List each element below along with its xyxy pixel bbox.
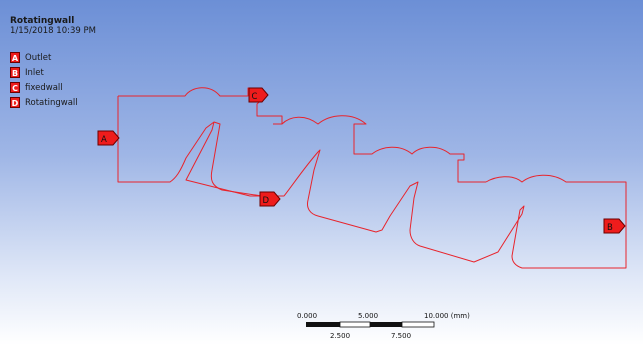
tag-b-letter: B (607, 223, 613, 233)
legend-tag-c: C (10, 82, 20, 93)
title-block: Rotatingwall 1/15/2018 10:39 PM (10, 16, 96, 37)
tag-c-letter: C (252, 92, 258, 102)
legend-tag-b: B (10, 67, 20, 78)
scale-label-7-5: 7.500 (391, 332, 411, 340)
tag-b-inlet[interactable]: B (603, 218, 626, 234)
timestamp: 1/15/2018 10:39 PM (10, 26, 96, 36)
legend-label: fixedwall (25, 82, 63, 93)
fluid-domain-section-2[interactable] (276, 115, 486, 233)
fluid-domain-section-3[interactable] (409, 174, 627, 269)
tag-a-outlet[interactable]: A (97, 130, 120, 146)
legend-label: Rotatingwall (25, 97, 78, 108)
scale-segment-1 (306, 322, 340, 327)
legend-item-fixedwall[interactable]: C fixedwall (10, 81, 78, 94)
tag-d-rotatingwall[interactable]: D (259, 191, 281, 207)
scale-bar: 0.000 5.000 10.000 (mm) 2.500 7.500 (297, 312, 470, 340)
scale-label-0: 0.000 (297, 312, 317, 320)
scale-segment-3 (370, 322, 402, 327)
scale-label-10: 10.000 (mm) (424, 312, 470, 320)
legend-tag-d: D (10, 97, 20, 108)
blade-notch-1[interactable] (210, 121, 263, 197)
scale-label-2-5: 2.500 (330, 332, 350, 340)
tag-c-fixedwall[interactable]: C (248, 87, 269, 103)
scale-label-5: 5.000 (358, 312, 378, 320)
legend-item-outlet[interactable]: A Outlet (10, 51, 78, 64)
scale-segment-2 (339, 321, 371, 328)
legend-label: Inlet (25, 67, 44, 78)
tag-a-letter: A (101, 135, 107, 145)
legend-label: Outlet (25, 52, 52, 63)
tag-d-letter: D (263, 196, 270, 206)
legend-item-inlet[interactable]: B Inlet (10, 66, 78, 79)
fluid-domain-section-1[interactable] (117, 87, 283, 197)
named-selection-legend: A Outlet B Inlet C fixedwall D Rotatingw… (10, 51, 78, 111)
model-title: Rotatingwall (10, 16, 75, 26)
legend-item-rotatingwall[interactable]: D Rotatingwall (10, 96, 78, 109)
scale-segment-4 (401, 321, 435, 328)
legend-tag-a: A (10, 52, 20, 63)
